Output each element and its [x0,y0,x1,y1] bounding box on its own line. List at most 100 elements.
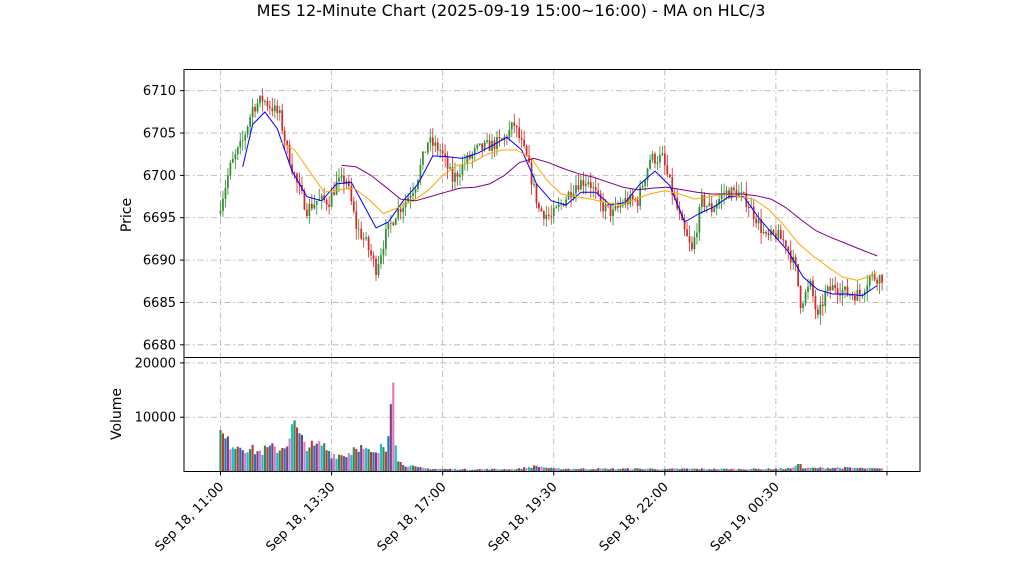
volume-bar [829,468,832,472]
volume-bar [727,469,731,472]
volume-bar [476,469,479,472]
volume-bar [678,469,681,472]
volume-bar [592,469,595,472]
volume-bar [530,467,533,472]
volume-bar [308,447,311,472]
candle-body [296,173,298,183]
volume-bar [609,468,612,472]
volume-bar [841,468,844,472]
volume-bar [315,443,318,472]
candle-body [858,289,861,295]
volume-bar [720,468,723,472]
candle-body [649,159,651,169]
volume-bar [792,467,795,472]
volume-bar [723,468,726,472]
candle-body [661,153,664,155]
volume-bar [518,468,521,472]
volume-bar [411,465,415,472]
volume-bar [619,468,622,472]
volume-bar [481,469,484,472]
volume-bar [834,468,837,472]
volume-bar [503,468,506,472]
volume-bar [641,469,644,472]
candle-body [328,204,330,207]
volume-bar [421,467,424,472]
volume-bar [802,468,805,472]
price-tick-label: 6680 [143,338,176,353]
volume-bar [352,447,355,472]
candle-body [723,192,725,195]
volume-bar [328,451,331,472]
candle-body [834,285,837,289]
candle-body [449,167,451,169]
candle-body [335,181,338,195]
candle-body [426,142,429,153]
candle-body [849,295,851,296]
price-tick-label: 6710 [143,84,176,99]
volume-bar [478,469,481,472]
volume-bar [878,468,881,472]
candle-body [866,285,869,292]
volume-bar [231,447,234,472]
volume-bar [256,451,259,472]
volume-bar [483,469,486,472]
volume-bar [708,469,711,472]
candle-body [525,146,528,156]
candle-body [787,247,790,251]
candle-body [659,154,661,163]
volume-bar [715,469,718,472]
candle-body [429,137,432,143]
candle-body [422,151,424,165]
volume-bar [826,467,829,472]
volume-bars [219,382,884,472]
volume-bar [337,454,341,472]
volume-bar [347,453,350,472]
volume-bar [631,469,634,472]
candle-body [589,182,592,189]
volume-bar [668,468,671,472]
volume-bar [473,469,476,472]
volume-bar [513,469,516,472]
volume-bar [871,468,874,472]
x-tick-label: Sep 18, 11:00 [152,480,227,555]
volume-bar [839,467,842,472]
candle-body [846,286,849,296]
volume-bar [444,468,447,472]
candle-body [367,237,370,251]
volume-bar [441,468,444,472]
candle-body [671,177,674,195]
volume-bar [535,465,538,472]
volume-bar [858,467,861,472]
candle-body [646,168,649,181]
volume-bar [555,468,558,472]
volume-bar [330,458,333,472]
candle-body [293,172,296,174]
candle-body [575,185,577,194]
candle-body [389,222,392,224]
x-tick-label: Sep 18, 17:00 [375,480,450,555]
volume-bar [572,468,575,472]
volume-bar [510,468,513,472]
volume-bar [634,468,637,472]
candle-body [399,208,402,213]
volume-bar [303,441,306,472]
volume-bar [434,468,437,472]
volume-bar [224,438,227,472]
candle-body [565,199,567,206]
volume-bar [288,438,291,472]
volume-bar [451,469,454,472]
volume-bar [868,467,871,472]
candle-body [881,274,883,283]
candle-body [703,194,706,208]
volume-bar [713,468,716,472]
volume-bar [384,451,387,472]
volume-bar [599,468,602,472]
volume-bar [730,468,733,472]
volume-bar [648,468,652,472]
volume-bar [258,450,262,472]
candle-body [767,233,770,236]
volume-bar [597,468,600,472]
volume-bar [394,445,397,472]
candle-body [313,204,316,209]
candle-body [713,208,716,212]
